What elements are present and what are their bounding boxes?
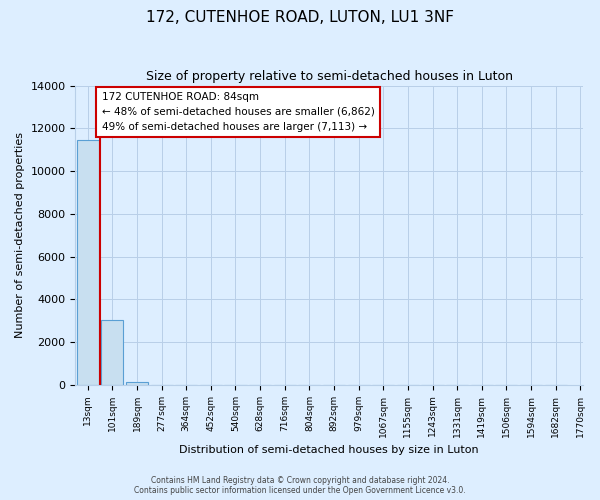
Bar xyxy=(101,320,124,385)
X-axis label: Distribution of semi-detached houses by size in Luton: Distribution of semi-detached houses by … xyxy=(179,445,479,455)
Title: Size of property relative to semi-detached houses in Luton: Size of property relative to semi-detach… xyxy=(146,70,512,83)
Bar xyxy=(126,382,148,385)
Y-axis label: Number of semi-detached properties: Number of semi-detached properties xyxy=(15,132,25,338)
Text: 172 CUTENHOE ROAD: 84sqm
← 48% of semi-detached houses are smaller (6,862)
49% o: 172 CUTENHOE ROAD: 84sqm ← 48% of semi-d… xyxy=(101,92,374,132)
Text: 172, CUTENHOE ROAD, LUTON, LU1 3NF: 172, CUTENHOE ROAD, LUTON, LU1 3NF xyxy=(146,10,454,25)
Text: Contains HM Land Registry data © Crown copyright and database right 2024.
Contai: Contains HM Land Registry data © Crown c… xyxy=(134,476,466,495)
Bar xyxy=(77,140,99,385)
